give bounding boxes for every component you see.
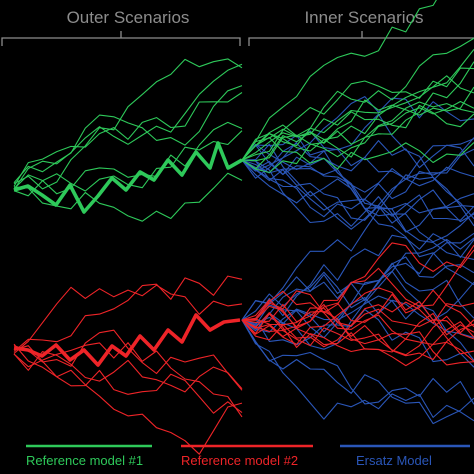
outer-scenario-path [13, 63, 243, 190]
inner-scenario-path [241, 104, 474, 161]
outer-scenario-path [13, 85, 243, 184]
outer-scenario-path [13, 342, 243, 418]
inner-scenario-path [241, 144, 474, 224]
inner-scenario-path [241, 101, 474, 170]
legend-label-reference-1: Reference model #1 [26, 453, 143, 468]
inner-scenario-path [241, 48, 474, 161]
outer-scenario-path [13, 351, 243, 393]
inner-scenario-path [241, 159, 474, 243]
inner-scenario-path [241, 233, 474, 321]
inner-scenario-path [241, 148, 474, 230]
legend-label-ersatz: Ersatz Model [356, 453, 432, 468]
inner-scenario-path [241, 301, 474, 348]
inner-scenarios-title: Inner Scenarios [304, 8, 423, 27]
outer-scenarios-title: Outer Scenarios [67, 8, 190, 27]
inner-scenario-path [241, 289, 474, 338]
upper-inner-blue-paths [241, 96, 474, 286]
inner-scenario-path [241, 67, 474, 161]
inner-scenario-path [241, 136, 474, 170]
upper-inner-green-paths [241, 0, 474, 174]
inner-scenario-path [241, 297, 474, 361]
inner-scenario-path [241, 319, 474, 425]
reference-path [13, 313, 241, 367]
inner-scenario-path [241, 256, 474, 321]
outer-scenario-path [13, 329, 243, 391]
outer-scenario-path [13, 121, 243, 195]
inner-scenario-path [241, 237, 474, 350]
inner-scenario-path [241, 134, 474, 286]
inner-scenario-path [241, 319, 474, 405]
inner-scenario-path [241, 310, 474, 366]
upper-outer-green-paths [13, 58, 243, 222]
outer-scenario-path [13, 58, 243, 190]
reference-path [13, 141, 243, 214]
outer-scenario-path [13, 172, 243, 222]
inner-scenario-path [241, 319, 474, 422]
lower-inner-blue-paths [241, 174, 474, 425]
outer-scenarios-bracket [1, 31, 241, 46]
inner-scenario-path [241, 174, 474, 321]
inner-scenario-path [241, 299, 474, 356]
inner-scenario-path [241, 244, 474, 321]
inner-scenario-path [241, 96, 474, 174]
inner-scenario-path [241, 308, 474, 368]
outer-scenario-path [13, 275, 243, 352]
inner-scenario-path [241, 86, 474, 174]
inner-scenario-path [241, 270, 474, 333]
inner-scenario-path [241, 142, 474, 187]
lower-reference-path [13, 313, 241, 367]
inner-scenario-path [241, 319, 474, 361]
upper-reference-path [13, 141, 243, 214]
inner-scenario-path [241, 100, 474, 162]
inner-scenario-path [241, 37, 474, 161]
inner-scenario-path [241, 75, 474, 161]
inner-scenario-path [241, 262, 474, 327]
outer-scenario-path [13, 92, 243, 187]
lower-inner-red-paths [241, 242, 474, 367]
lower-outer-red-paths [13, 275, 243, 455]
inner-scenarios-bracket [248, 31, 474, 46]
inner-scenario-path [241, 0, 437, 161]
inner-scenario-path [241, 232, 474, 321]
outer-scenario-path [13, 345, 243, 414]
inner-scenario-path [241, 287, 474, 355]
legend-label-reference-2: Reference model #2 [181, 453, 298, 468]
outer-scenario-path [13, 284, 243, 354]
